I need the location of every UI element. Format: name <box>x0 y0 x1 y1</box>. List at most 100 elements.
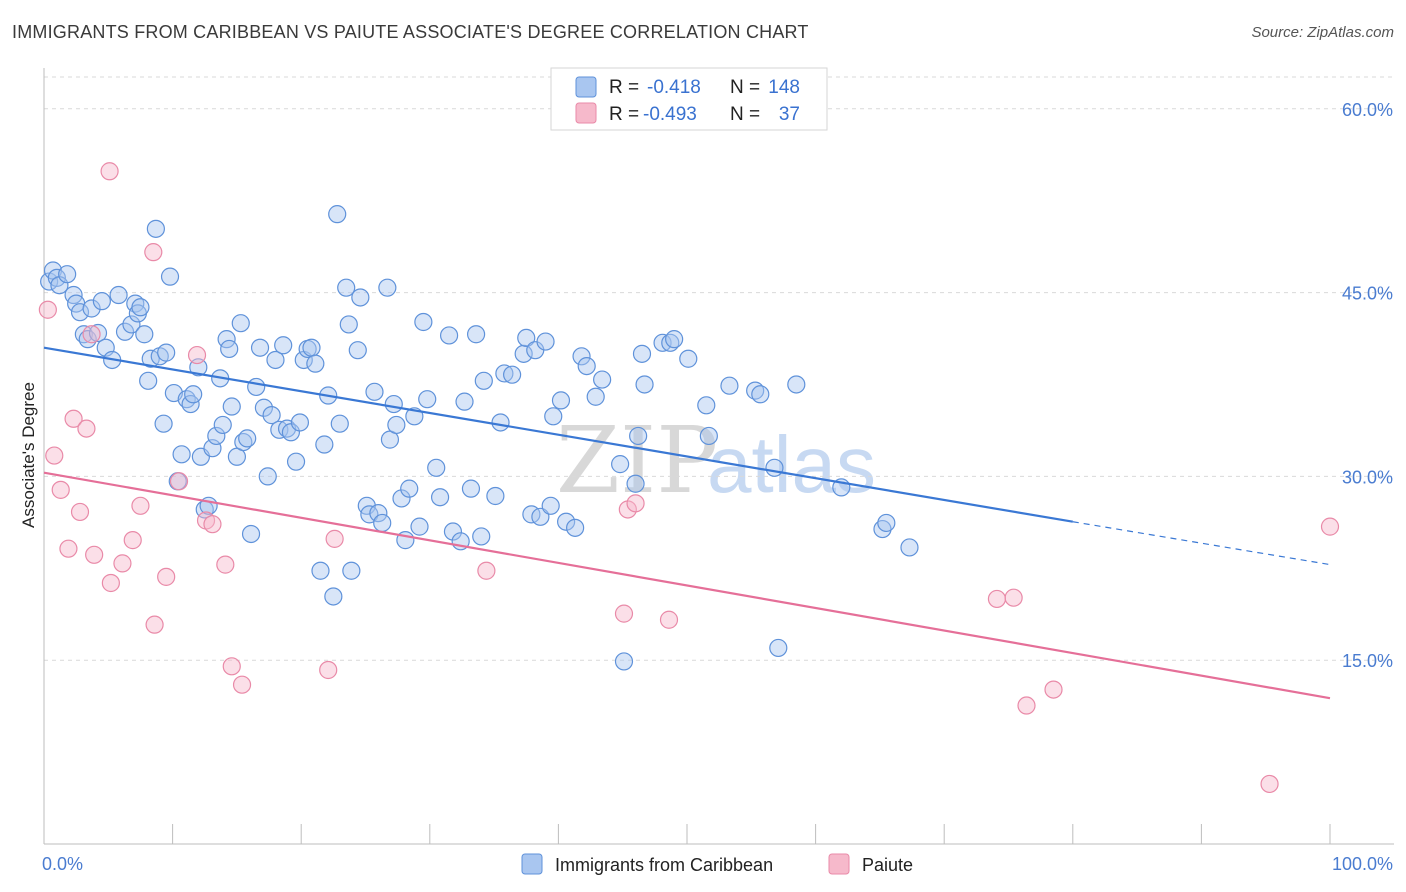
caribbean-point <box>82 299 101 318</box>
paiute-point <box>70 502 90 522</box>
caribbean-point <box>626 474 645 493</box>
caribbean-point <box>474 371 493 390</box>
paiute-point <box>216 555 235 574</box>
caribbean-point <box>751 385 770 404</box>
caribbean-point <box>632 344 652 363</box>
paiute-point <box>82 325 101 344</box>
caribbean-point <box>541 496 560 515</box>
caribbean-point <box>369 504 388 523</box>
paiute-point <box>100 162 119 181</box>
caribbean-point <box>586 387 605 406</box>
caribbean-point <box>765 458 784 477</box>
legend-bottom-label-paiute: Paiute <box>862 855 913 875</box>
caribbean-point <box>544 407 563 426</box>
correlation-legend: R = -0.418 N = 148 R = -0.493 N = 37 <box>550 67 828 131</box>
caribbean-point <box>414 312 433 332</box>
y-tick-label: 60.0% <box>1342 100 1393 120</box>
paiute-point <box>157 567 176 586</box>
paiute-point <box>987 589 1007 609</box>
caribbean-point <box>517 328 536 348</box>
paiute-point <box>123 531 142 550</box>
caribbean-point <box>472 527 491 546</box>
caribbean-point <box>614 652 634 671</box>
caribbean-point <box>241 524 261 544</box>
caribbean-point <box>557 512 576 531</box>
paiute-point <box>203 515 222 534</box>
caribbean-point <box>222 397 241 416</box>
legend-n-label-1: N = <box>730 77 760 98</box>
grid-lines <box>44 76 1394 661</box>
caribbean-point <box>146 219 165 238</box>
caribbean-point <box>207 426 226 446</box>
caribbean-point <box>430 488 450 507</box>
paiute-point <box>131 496 150 515</box>
caribbean-point <box>254 398 274 417</box>
caribbean-point <box>47 268 66 287</box>
caribbean-point <box>392 489 411 508</box>
caribbean-point <box>258 467 277 486</box>
caribbean-point <box>213 415 232 435</box>
legend-swatch-caribbean <box>575 76 597 98</box>
caribbean-point <box>566 518 585 537</box>
paiute-point <box>1260 774 1279 794</box>
caribbean-point <box>536 332 555 351</box>
caribbean-point <box>348 341 367 360</box>
paiute-point <box>319 660 338 680</box>
caribbean-point <box>629 426 648 446</box>
caribbean-point <box>787 375 806 394</box>
caribbean-point <box>699 426 718 446</box>
caribbean-point <box>427 458 446 477</box>
caribbean-point <box>365 382 384 401</box>
paiute-point <box>1044 680 1063 699</box>
caribbean-point <box>122 315 141 334</box>
caribbean-point <box>328 205 347 224</box>
caribbean-point <box>337 278 356 297</box>
legend-bottom-label-caribbean: Immigrants from Caribbean <box>555 855 773 875</box>
paiute-point <box>1017 696 1036 715</box>
legend-r-label-1: R = <box>609 77 639 98</box>
caribbean-point <box>131 298 150 317</box>
paiute-point <box>1004 588 1023 607</box>
caribbean-point <box>653 333 672 352</box>
caribbean-point <box>400 479 419 498</box>
caribbean-point <box>410 517 429 536</box>
caribbean-point <box>443 522 463 541</box>
legend-bottom-swatch-caribbean <box>521 853 543 875</box>
legend-swatch-paiute <box>575 102 597 124</box>
paiute-point <box>113 554 132 573</box>
caribbean-point <box>262 406 281 425</box>
paiute-point <box>1320 517 1340 536</box>
caribbean-point <box>220 339 239 359</box>
paiute-point <box>77 419 96 438</box>
paiute-point <box>45 446 64 465</box>
caribbean-point <box>247 377 266 397</box>
caribbean-point <box>665 330 684 349</box>
caribbean-point <box>339 315 358 334</box>
y-tick-label: 45.0% <box>1342 284 1393 304</box>
caribbean-point <box>135 325 154 344</box>
caribbean-point <box>172 445 191 464</box>
axes <box>43 68 1394 845</box>
caribbean-point <box>238 429 257 448</box>
caribbean-point <box>58 265 77 284</box>
paiute-point <box>659 610 679 629</box>
caribbean-point <box>160 267 180 286</box>
paiute-point <box>222 657 241 676</box>
caribbean-point <box>491 413 510 432</box>
caribbean-point <box>900 538 919 557</box>
caribbean-point <box>139 371 158 390</box>
caribbean-point <box>611 455 630 474</box>
caribbean-point <box>70 303 90 322</box>
chart-title: IMMIGRANTS FROM CARIBBEAN VS PAIUTE ASSO… <box>12 22 809 42</box>
caribbean-point <box>387 415 406 435</box>
trend-line-caribbean <box>43 346 1073 523</box>
caribbean-point <box>877 513 896 533</box>
caribbean-point <box>572 347 591 366</box>
tick-labels: 15.0% 30.0% 45.0% 60.0% 0.0% 100.0% <box>42 100 1393 874</box>
caribbean-point <box>720 376 739 395</box>
caribbean-point <box>274 336 293 355</box>
y-tick-label: 30.0% <box>1342 467 1393 487</box>
paiute-point <box>614 604 634 623</box>
paiute-point <box>51 480 70 499</box>
